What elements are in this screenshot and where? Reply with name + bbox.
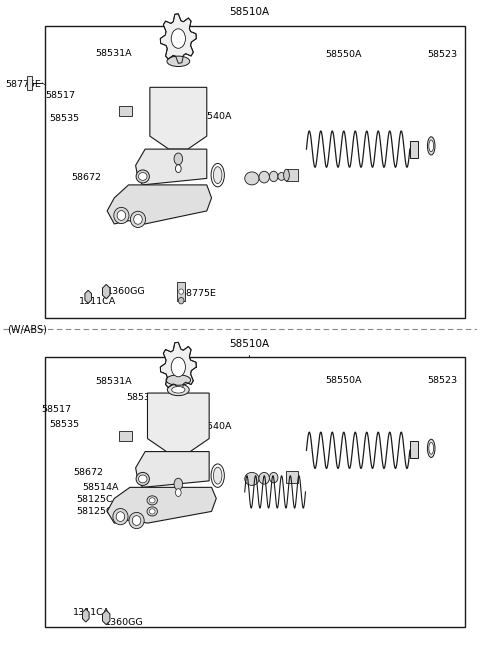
Polygon shape (160, 14, 196, 63)
Ellipse shape (259, 472, 269, 484)
Bar (119, 432, 132, 441)
Text: 1311CA: 1311CA (79, 297, 116, 306)
Ellipse shape (245, 172, 259, 185)
Bar (178, 283, 185, 300)
Text: 58517: 58517 (46, 91, 75, 100)
Polygon shape (147, 393, 209, 451)
Bar (26, 75, 32, 90)
Ellipse shape (429, 443, 433, 454)
Ellipse shape (138, 173, 147, 180)
Ellipse shape (166, 375, 191, 385)
Ellipse shape (168, 384, 189, 396)
Ellipse shape (174, 478, 182, 490)
Text: 58540A: 58540A (195, 112, 231, 121)
Polygon shape (85, 290, 92, 303)
Text: 58672: 58672 (72, 173, 102, 182)
Text: 58550A: 58550A (325, 51, 362, 59)
Polygon shape (103, 610, 110, 625)
Text: 58672: 58672 (73, 468, 103, 477)
Ellipse shape (269, 171, 278, 182)
Text: 1311CA: 1311CA (72, 607, 110, 617)
Text: 58531A: 58531A (96, 377, 132, 386)
Ellipse shape (149, 509, 155, 514)
Ellipse shape (259, 171, 269, 183)
Ellipse shape (179, 297, 184, 304)
Bar (410, 140, 419, 157)
Text: 1360GG: 1360GG (107, 287, 146, 296)
Polygon shape (136, 149, 207, 185)
Ellipse shape (176, 489, 181, 497)
Ellipse shape (147, 496, 157, 505)
Bar (119, 106, 132, 116)
Bar (46, 358, 466, 627)
Text: 58510A: 58510A (229, 338, 270, 349)
Ellipse shape (116, 512, 125, 522)
Ellipse shape (136, 472, 149, 485)
Ellipse shape (214, 167, 222, 184)
Ellipse shape (138, 475, 147, 483)
Ellipse shape (134, 215, 142, 224)
Text: 58550A: 58550A (325, 375, 362, 384)
Polygon shape (103, 285, 110, 298)
Ellipse shape (167, 56, 190, 66)
Text: 58594: 58594 (180, 460, 210, 469)
Ellipse shape (176, 165, 181, 173)
Ellipse shape (174, 153, 182, 165)
Ellipse shape (132, 516, 141, 525)
Text: 58517: 58517 (42, 405, 72, 414)
Ellipse shape (117, 211, 126, 220)
Bar (287, 471, 299, 483)
Polygon shape (107, 185, 212, 224)
Polygon shape (160, 342, 196, 392)
Ellipse shape (147, 507, 157, 516)
Ellipse shape (179, 289, 183, 294)
Ellipse shape (211, 163, 224, 187)
Ellipse shape (113, 508, 128, 525)
Text: 1360GG: 1360GG (105, 617, 144, 626)
Polygon shape (83, 609, 89, 622)
Ellipse shape (269, 472, 278, 483)
Ellipse shape (172, 386, 185, 393)
Polygon shape (150, 87, 207, 149)
Text: 58510A: 58510A (229, 7, 270, 17)
Bar (287, 169, 299, 181)
Text: 58514A: 58514A (82, 483, 119, 492)
Bar (410, 441, 419, 458)
Ellipse shape (171, 358, 185, 377)
Ellipse shape (149, 498, 155, 503)
Polygon shape (136, 451, 209, 487)
Ellipse shape (278, 173, 285, 180)
Ellipse shape (131, 211, 145, 228)
Text: 58523: 58523 (427, 375, 457, 384)
Ellipse shape (129, 512, 144, 529)
Ellipse shape (211, 464, 224, 487)
Text: 58775E: 58775E (180, 289, 216, 298)
Ellipse shape (136, 170, 149, 183)
Ellipse shape (214, 467, 222, 484)
Text: 58125C: 58125C (76, 495, 113, 504)
Bar (46, 26, 466, 318)
Ellipse shape (245, 472, 259, 485)
Ellipse shape (114, 207, 129, 224)
Text: 58125C: 58125C (76, 507, 113, 516)
Text: 58594: 58594 (176, 169, 206, 178)
Polygon shape (107, 487, 216, 523)
Ellipse shape (429, 140, 433, 152)
Ellipse shape (171, 29, 185, 49)
Text: 58531A: 58531A (96, 49, 132, 58)
Text: 58540A: 58540A (195, 422, 231, 432)
Ellipse shape (427, 136, 435, 155)
Ellipse shape (427, 440, 435, 457)
Text: 58523: 58523 (427, 51, 457, 59)
Text: 58536: 58536 (126, 393, 156, 402)
Text: 58775E: 58775E (5, 79, 41, 89)
Ellipse shape (284, 169, 289, 181)
Text: (W/ABS): (W/ABS) (8, 325, 48, 335)
Text: 58535: 58535 (49, 420, 79, 429)
Text: 58535: 58535 (49, 114, 79, 123)
